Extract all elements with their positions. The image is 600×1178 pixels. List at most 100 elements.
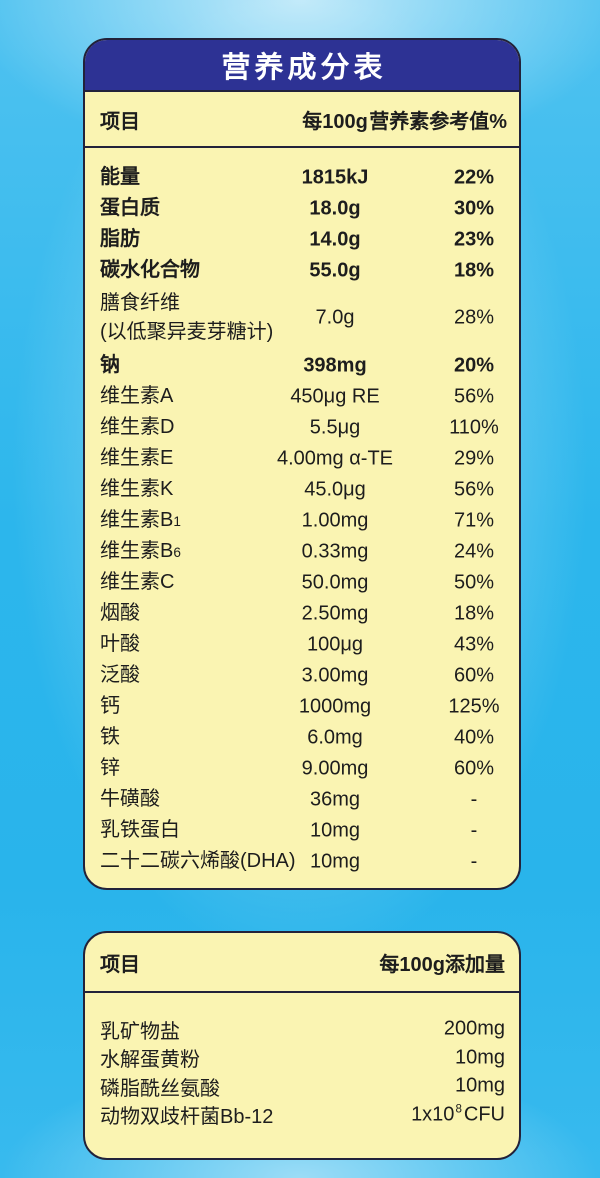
row-value: 10mg — [455, 1046, 505, 1069]
row-label-text: 叶酸 — [100, 633, 140, 655]
additives-table-header-row: 项目 每100g添加量 — [85, 933, 519, 993]
row-value: 10mg — [309, 850, 361, 872]
row-nrv: 30% — [453, 197, 495, 219]
row-nrv: 18% — [453, 259, 495, 281]
row-label: 维生素A — [85, 382, 173, 411]
row-label-text: 二十二碳六烯酸(DHA) — [100, 850, 296, 872]
row-value: 45.0μg — [304, 478, 366, 500]
row-value-text: 1x10 — [411, 1103, 455, 1126]
header-item-label: 项目 — [100, 110, 140, 133]
row-label-text: 碳水化合物 — [100, 259, 200, 281]
row-value: 36mg — [309, 788, 361, 810]
table-row: 磷脂酰丝氨酸 10mg — [85, 1072, 519, 1101]
nutrition-table-card: 营养成分表 项目 每100g 营养素参考值% 能量 1815kJ 22% 蛋白质 18.… — [83, 38, 521, 890]
row-value: 1000mg — [298, 695, 372, 717]
row-label: 膳食纤维 (以低聚异麦芽糖计) — [85, 289, 273, 347]
row-nrv: 20% — [453, 354, 495, 376]
row-value: 10mg — [455, 1075, 505, 1098]
header-per100g-label: 每100g — [302, 110, 368, 133]
table-row: 维生素B6 0.33mg 24% — [85, 536, 519, 567]
row-value: 100μg — [306, 633, 363, 655]
row-label-text: 膳食纤维 — [100, 292, 180, 314]
row-label: 维生素E — [85, 444, 173, 473]
table-row: 维生素A 450μg RE 56% — [85, 381, 519, 412]
additives-table-body: 乳矿物盐 200mg 水解蛋黄粉 10mg 磷脂酰丝氨酸 10mg 动物双歧杆菌Bb-12 1… — [85, 993, 519, 1129]
row-nrv: 60% — [453, 757, 495, 779]
row-label-text: 维生素B — [100, 509, 174, 531]
row-value: 50.0mg — [301, 571, 369, 593]
row-nrv: - — [470, 850, 478, 872]
row-label: 维生素C — [85, 568, 174, 597]
row-label-text: 泛酸 — [100, 664, 140, 686]
table-row: 维生素K 45.0μg 56% — [85, 474, 519, 505]
row-value: 7.0g — [315, 306, 355, 329]
row-value: 2.50mg — [301, 602, 369, 624]
table-row: 能量 1815kJ 22% — [85, 162, 519, 193]
row-value: 5.5μg — [309, 416, 361, 438]
row-label-text: 维生素A — [100, 385, 174, 407]
row-label: 泛酸 — [85, 661, 140, 690]
row-nrv: 23% — [453, 228, 495, 250]
row-nrv: 71% — [453, 509, 495, 531]
row-value: 10mg — [309, 819, 361, 841]
table-row: 维生素C 50.0mg 50% — [85, 567, 519, 598]
row-nrv: 125% — [448, 695, 500, 717]
table-row: 钙 1000mg 125% — [85, 691, 519, 722]
row-label-text: 能量 — [100, 166, 140, 188]
row-value: 9.00mg — [301, 757, 369, 779]
row-value-text: 10mg — [454, 1074, 505, 1097]
row-label: 磷脂酰丝氨酸 — [100, 1077, 220, 1100]
row-nrv: 29% — [453, 447, 495, 469]
table-row: 蛋白质 18.0g 30% — [85, 193, 519, 224]
row-label: 能量 — [85, 163, 140, 192]
row-label: 脂肪 — [85, 225, 140, 254]
row-label-text: 钙 — [100, 695, 120, 717]
table-row: 牛磺酸 36mg - — [85, 784, 519, 815]
row-value: 450μg RE — [290, 385, 380, 407]
row-label: 牛磺酸 — [85, 785, 160, 814]
row-label-text: 维生素C — [100, 571, 175, 593]
row-label: 维生素B6 — [85, 537, 181, 566]
row-label-text: 牛磺酸 — [100, 788, 160, 810]
row-label: 维生素D — [85, 413, 174, 442]
row-label: 水解蛋黄粉 — [100, 1049, 200, 1072]
row-label-text: 维生素E — [100, 447, 174, 469]
row-label: 碳水化合物 — [85, 256, 200, 285]
table-row: 膳食纤维 (以低聚异麦芽糖计) 7.0g 28% — [85, 286, 519, 350]
row-label: 叶酸 — [85, 630, 140, 659]
table-row: 脂肪 14.0g 23% — [85, 224, 519, 255]
row-label-subscript: 1 — [173, 514, 181, 529]
row-label: 锌 — [85, 754, 120, 783]
additives-table-card: 项目 每100g添加量 乳矿物盐 200mg 水解蛋黄粉 10mg 磷脂酰丝氨酸 10mg… — [83, 931, 521, 1160]
row-value-text: 10mg — [454, 1046, 505, 1069]
table-row: 维生素D 5.5μg 110% — [85, 412, 519, 443]
row-value: 18.0g — [309, 197, 361, 219]
row-value: 1.00mg — [301, 509, 369, 531]
row-label: 烟酸 — [85, 599, 140, 628]
row-label-text: 维生素B — [100, 540, 174, 562]
row-label-text: 烟酸 — [100, 602, 140, 624]
nutrition-table-title: 营养成分表 — [221, 52, 387, 84]
table-row: 铁 6.0mg 40% — [85, 722, 519, 753]
table-row: 钠 398mg 20% — [85, 350, 519, 381]
row-value: 1x108 CFU — [411, 1103, 505, 1126]
row-label: 维生素K — [85, 475, 173, 504]
row-nrv: 56% — [453, 478, 495, 500]
row-label-text: 脂肪 — [100, 228, 140, 250]
row-nrv: 56% — [453, 385, 495, 407]
row-nrv: 40% — [453, 726, 495, 748]
additives-header-item-label: 项目 — [100, 953, 140, 976]
row-nrv: 43% — [453, 633, 495, 655]
row-value: 6.0mg — [307, 726, 363, 748]
row-label-subscript: 6 — [173, 545, 181, 560]
nutrition-table-body: 能量 1815kJ 22% 蛋白质 18.0g 30% 脂肪 14.0g 23% 碳水化合物 55.… — [85, 148, 519, 877]
row-label-text: 维生素D — [100, 416, 175, 438]
table-row: 二十二碳六烯酸(DHA) 10mg - — [85, 846, 519, 877]
table-row: 维生素E 4.00mg α-TE 29% — [85, 443, 519, 474]
row-label-text: 维生素K — [100, 478, 174, 500]
row-nrv: 18% — [453, 602, 495, 624]
row-nrv: 60% — [453, 664, 495, 686]
row-value-text: 200mg — [443, 1017, 505, 1040]
table-row: 维生素B1 1.00mg 71% — [85, 505, 519, 536]
